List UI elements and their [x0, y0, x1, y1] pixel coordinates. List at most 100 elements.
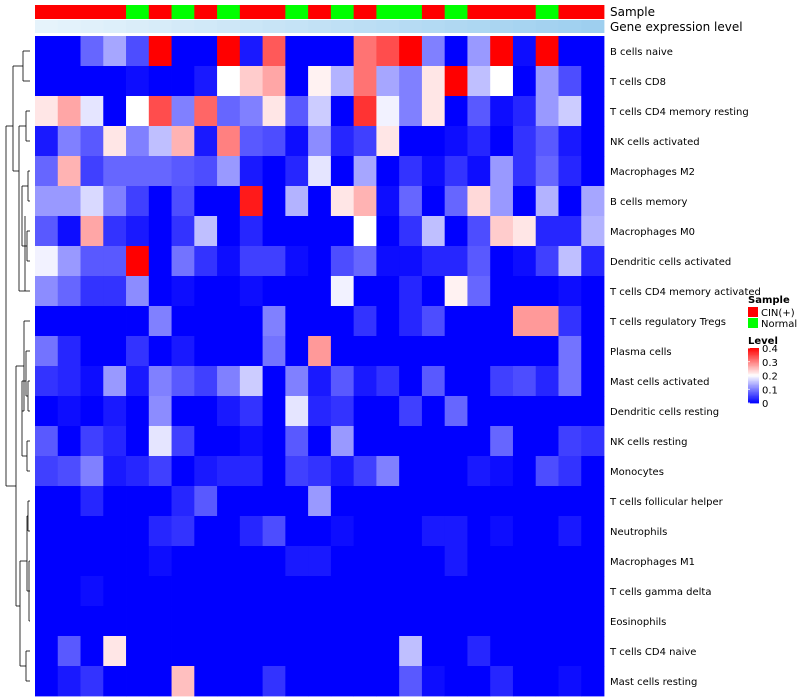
heatmap-cell — [353, 366, 377, 397]
heatmap-cell — [490, 216, 514, 247]
heatmap-cell — [330, 186, 355, 217]
heatmap-cell — [35, 336, 59, 367]
heatmap-cell — [330, 216, 355, 247]
heatmap-cell — [467, 306, 491, 337]
heatmap-cell — [490, 336, 514, 367]
heatmap-cell — [467, 156, 491, 187]
heatmap-cell — [285, 126, 309, 157]
heatmap-cell — [512, 156, 537, 187]
heatmap-cell — [80, 216, 104, 247]
heatmap-cell — [194, 276, 218, 307]
heatmap-cell — [558, 246, 582, 277]
heatmap-cell — [80, 426, 104, 457]
heatmap-cell — [80, 276, 104, 307]
heatmap-cell — [399, 516, 423, 547]
heatmap-cell — [239, 486, 263, 517]
heatmap-cell — [353, 606, 377, 637]
heatmap-cell — [399, 396, 423, 427]
heatmap-cell — [330, 666, 355, 697]
heatmap-cell — [262, 36, 286, 67]
heatmap-cell — [285, 396, 309, 427]
heatmap-cell — [421, 396, 446, 427]
heatmap-cell — [512, 576, 537, 607]
heatmap-cell — [239, 516, 263, 547]
heatmap-cell — [444, 336, 468, 367]
heatmap-cell — [330, 366, 355, 397]
sample-annotation-cell — [558, 5, 582, 19]
heatmap-cell — [330, 306, 355, 337]
heatmap-cell — [194, 156, 218, 187]
heatmap-cell — [285, 186, 309, 217]
heatmap-cell — [421, 246, 446, 277]
heatmap-cell — [399, 306, 423, 337]
sample-annotation-cell — [581, 5, 605, 19]
heatmap-cell — [80, 606, 104, 637]
heatmap-cell — [262, 546, 286, 577]
heatmap-cell — [376, 576, 400, 607]
heatmap-cell — [581, 606, 605, 637]
heatmap-cell — [80, 396, 104, 427]
heatmap-cell — [262, 666, 286, 697]
heatmap-cell — [308, 336, 332, 367]
heatmap-cell — [126, 306, 150, 337]
heatmap-cell — [353, 636, 377, 667]
heatmap-cell — [399, 426, 423, 457]
level-colorbar-segment — [748, 378, 759, 381]
gene-expression-annotation-cell — [535, 20, 559, 33]
heatmap-cell — [126, 126, 150, 157]
heatmap-cell — [103, 396, 127, 427]
heatmap-cell — [103, 36, 127, 67]
heatmap-cell — [581, 426, 605, 457]
level-colorbar-segment — [748, 363, 759, 365]
heatmap-cell — [217, 426, 241, 457]
heatmap-cell — [444, 276, 468, 307]
heatmap-cell — [171, 66, 195, 97]
heatmap-cell — [353, 156, 377, 187]
heatmap-cell — [80, 546, 104, 577]
level-colorbar-segment — [748, 353, 759, 356]
heatmap-cell — [581, 216, 605, 247]
heatmap-cell — [285, 276, 309, 307]
heatmap-cell — [308, 576, 332, 607]
heatmap-cell — [558, 66, 582, 97]
heatmap-cell — [467, 396, 491, 427]
heatmap-cell — [239, 276, 263, 307]
heatmap-cell — [558, 186, 582, 217]
gene-expression-annotation-cell — [581, 20, 605, 33]
heatmap-cell — [239, 576, 263, 607]
level-colorbar-segment — [748, 381, 759, 383]
heatmap-cell — [535, 246, 559, 277]
heatmap-cell — [126, 516, 150, 547]
gene-expression-annotation-cell — [285, 20, 309, 33]
heatmap-cell — [490, 666, 514, 697]
heatmap-cell — [217, 246, 241, 277]
heatmap-cell — [308, 276, 332, 307]
gene-expression-annotation-cell — [421, 20, 446, 33]
heatmap-cell — [57, 606, 81, 637]
heatmap-cell — [103, 156, 127, 187]
heatmap-cell — [148, 366, 172, 397]
gene-expression-annotation-cell — [376, 20, 400, 33]
row-label: Monocytes — [610, 467, 664, 478]
sample-annotation-cell — [285, 5, 309, 19]
row-label: T cells follicular helper — [609, 497, 724, 508]
heatmap-cell — [80, 306, 104, 337]
level-colorbar-segment — [748, 354, 759, 357]
heatmap-cell — [444, 426, 468, 457]
heatmap-cell — [194, 336, 218, 367]
heatmap-cell — [399, 546, 423, 577]
gene-expression-annotation-cell — [171, 20, 195, 33]
heatmap-cell — [512, 516, 537, 547]
heatmap-cell — [512, 396, 537, 427]
heatmap-cell — [239, 456, 263, 487]
sample-track-label: Sample — [610, 5, 655, 19]
row-label: Macrophages M1 — [610, 557, 695, 568]
sample-legend-label: CIN(+) — [761, 308, 795, 319]
heatmap-cell — [285, 66, 309, 97]
heatmap-cell — [217, 666, 241, 697]
heatmap-cell — [308, 636, 332, 667]
heatmap-cell — [535, 336, 559, 367]
heatmap-cell — [421, 306, 446, 337]
heatmap-cell — [444, 156, 468, 187]
